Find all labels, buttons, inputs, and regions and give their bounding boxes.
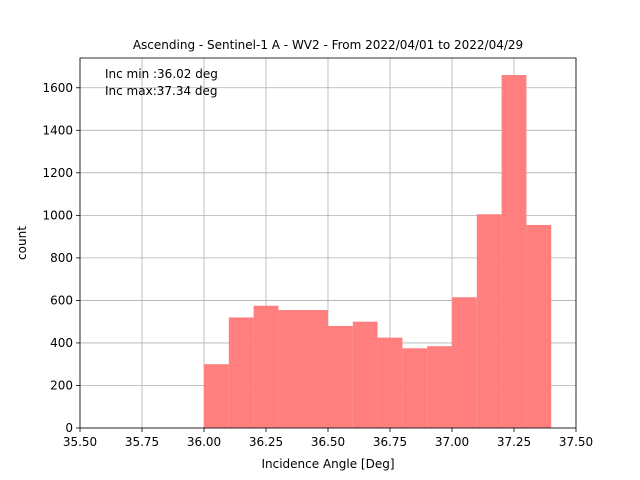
x-axis-ticks: 35.50 35.75 36.00 36.25 36.50 36.75 37.00 37.25… bbox=[63, 428, 593, 449]
y-tick-label: 1400 bbox=[42, 123, 73, 137]
x-tick-label: 36.50 bbox=[311, 435, 345, 449]
y-tick-label: 1600 bbox=[42, 81, 73, 95]
histogram-bar bbox=[352, 321, 378, 428]
histogram-bar bbox=[377, 337, 403, 428]
histogram-bar bbox=[402, 348, 428, 428]
inc-max-annotation: Inc max:37.34 deg bbox=[105, 84, 218, 98]
histogram-bar bbox=[476, 214, 502, 428]
histogram-bar bbox=[526, 224, 552, 428]
y-axis-label: count bbox=[15, 226, 29, 260]
x-tick-label: 37.00 bbox=[435, 435, 469, 449]
histogram-bar bbox=[501, 75, 527, 428]
y-tick-label: 1000 bbox=[42, 208, 73, 222]
x-tick-label: 36.75 bbox=[373, 435, 407, 449]
x-tick-label: 35.75 bbox=[125, 435, 159, 449]
histogram-bar bbox=[204, 364, 229, 428]
y-tick-label: 800 bbox=[50, 251, 73, 265]
histogram-bar bbox=[328, 325, 353, 428]
x-axis-label: Incidence Angle [Deg] bbox=[261, 457, 394, 471]
x-tick-label: 37.25 bbox=[497, 435, 531, 449]
inc-min-annotation: Inc min :36.02 deg bbox=[105, 67, 218, 81]
y-tick-label: 0 bbox=[65, 421, 73, 435]
y-tick-label: 1200 bbox=[42, 166, 73, 180]
y-tick-label: 200 bbox=[50, 378, 73, 392]
x-tick-label: 36.00 bbox=[187, 435, 221, 449]
histogram-bar bbox=[228, 317, 254, 428]
y-tick-label: 400 bbox=[50, 336, 73, 350]
x-tick-label: 35.50 bbox=[63, 435, 97, 449]
y-tick-label: 600 bbox=[50, 293, 73, 307]
chart-title: Ascending - Sentinel-1 A - WV2 - From 20… bbox=[133, 38, 523, 52]
y-axis-ticks: 0 200 400 600 800 1000 1200 1400 1600 bbox=[42, 81, 80, 435]
x-tick-label: 36.25 bbox=[249, 435, 283, 449]
histogram-bar bbox=[427, 346, 452, 428]
histogram-bar bbox=[278, 309, 328, 428]
bars bbox=[204, 75, 552, 428]
histogram-bar bbox=[253, 305, 279, 428]
x-tick-label: 37.50 bbox=[559, 435, 593, 449]
histogram-bar bbox=[452, 297, 477, 428]
